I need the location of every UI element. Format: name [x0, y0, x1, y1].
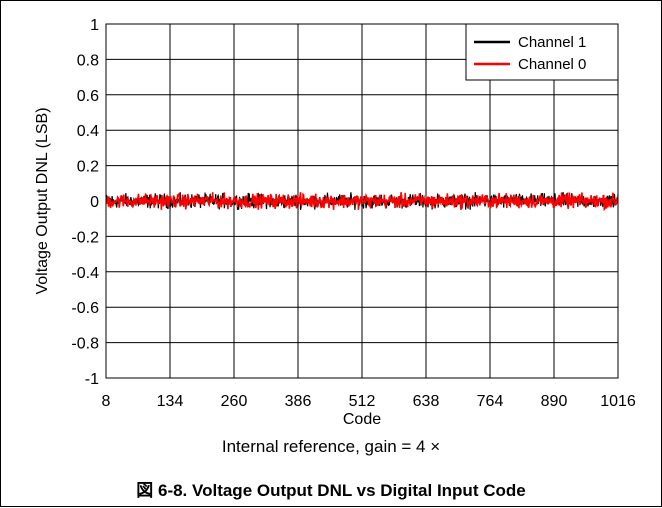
y-tick-label: -0.2	[71, 229, 99, 246]
plot-area	[105, 23, 619, 379]
x-tick-label: 8	[102, 393, 111, 410]
x-tick-labels: 8 134 260 386 512 638 764 890 1016	[102, 393, 636, 410]
data-traces	[105, 192, 619, 212]
series-line-channel-0	[105, 192, 619, 212]
x-tick-label: 1016	[600, 393, 636, 410]
y-tick-label: 0.8	[77, 52, 99, 69]
y-tick-label: -0.4	[71, 265, 99, 282]
y-tick-label: 1	[90, 17, 99, 34]
legend: Channel 1 Channel 0	[465, 23, 619, 81]
x-tick-label: 260	[221, 393, 248, 410]
figure-title: 図 6-8. Voltage Output DNL vs Digital Inp…	[136, 481, 526, 500]
legend-entry: Channel 1	[518, 34, 586, 51]
x-tick-label: 638	[413, 393, 440, 410]
x-tick-label: 890	[541, 393, 568, 410]
y-tick-label: -1	[85, 371, 99, 388]
chart-caption: Internal reference, gain = 4 ×	[221, 437, 441, 456]
x-tick-label: 386	[285, 393, 312, 410]
y-tick-label: 0.4	[77, 123, 99, 140]
x-tick-label: 512	[349, 393, 376, 410]
y-tick-labels: 1 0.8 0.6 0.4 0.2 0 -0.2 -0.4 -0.6 -0.8 -1	[71, 17, 99, 388]
dnl-chart: 1 0.8 0.6 0.4 0.2 0 -0.2 -0.4 -0.6 -0.8 -1 8 134 260…	[34, 17, 636, 428]
top-border	[0, 0, 662, 1]
y-tick-label: -0.8	[71, 336, 99, 353]
x-tick-label: 134	[157, 393, 184, 410]
legend-box	[465, 23, 619, 81]
y-tick-label: -0.6	[71, 300, 99, 317]
y-tick-label: 0.2	[77, 159, 99, 176]
legend-entry: Channel 0	[518, 56, 586, 73]
y-tick-label: 0.6	[77, 88, 99, 105]
y-tick-label: 0	[90, 194, 99, 211]
x-tick-label: 764	[477, 393, 504, 410]
x-axis-label: Code	[343, 411, 381, 428]
y-axis-label: Voltage Output DNL (LSB)	[34, 107, 51, 294]
